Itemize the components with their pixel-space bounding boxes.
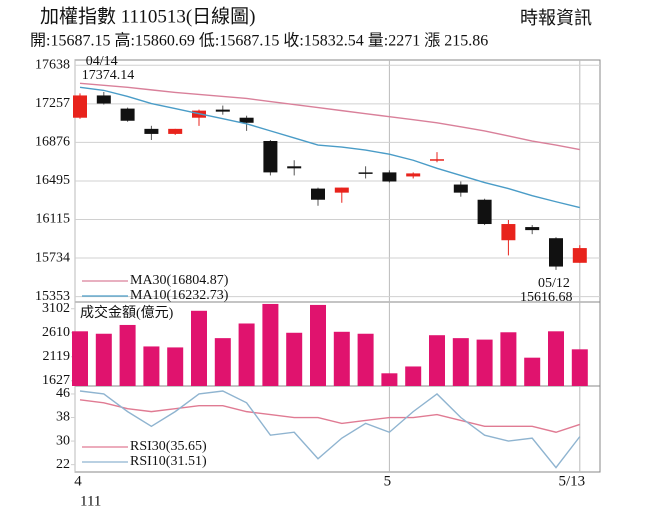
y-tick-label: 30 <box>56 433 70 448</box>
x-year-label: 111 <box>80 493 101 509</box>
bar <box>548 331 564 386</box>
y-tick-label: 2610 <box>42 325 70 340</box>
candle-body <box>96 95 111 104</box>
y-tick-label: 1627 <box>42 373 70 388</box>
legend-label: MA30(16804.87) <box>130 273 229 288</box>
candle-body <box>477 199 492 225</box>
candle-body <box>430 159 444 161</box>
candle-body <box>168 128 183 134</box>
candle-body <box>406 173 421 177</box>
y-tick-label: 3102 <box>42 301 70 316</box>
candle-body <box>120 108 135 121</box>
bar <box>143 346 160 386</box>
y-tick-label: 46 <box>56 386 70 401</box>
line <box>79 390 581 469</box>
candle-body <box>572 248 587 263</box>
y-tick-label: 16495 <box>35 173 70 188</box>
bar <box>476 339 493 386</box>
summary: 開:15687.15 高:15860.69 低:15687.15 收:15832… <box>30 32 488 50</box>
panel-title: 成交金額(億元) <box>80 304 174 321</box>
candle-body <box>239 117 254 123</box>
legend-label: MA10(16232.73) <box>130 288 229 303</box>
x-tick-label: 5 <box>384 473 392 489</box>
line <box>79 82 580 151</box>
bar <box>357 333 374 386</box>
bar <box>119 324 136 386</box>
candle-body <box>287 166 302 169</box>
y-tick-label: 15353 <box>35 289 70 304</box>
bar <box>72 331 88 386</box>
candle-body <box>73 95 87 118</box>
y-tick-label: 38 <box>56 410 70 425</box>
bar <box>214 338 231 386</box>
annotation: 05/12 <box>538 276 570 291</box>
bar <box>333 331 350 386</box>
y-tick-label: 2119 <box>43 349 70 364</box>
candle-body <box>549 238 563 267</box>
y-tick-label: 15734 <box>35 250 70 265</box>
line <box>79 86 580 209</box>
candle-body <box>525 227 540 231</box>
candle-body <box>263 141 278 173</box>
candle-body <box>144 128 159 134</box>
y-tick-label: 22 <box>56 457 70 472</box>
legend-label: RSI10(31.51) <box>130 454 207 469</box>
x-tick-label: 5/13 <box>558 473 585 489</box>
y-tick-label: 17257 <box>35 96 70 111</box>
legend-label: RSI30(35.65) <box>130 439 207 454</box>
y-tick-label: 16876 <box>35 135 70 150</box>
candle-body <box>382 172 397 182</box>
bar <box>500 332 517 386</box>
annotation: 15616.68 <box>520 290 573 305</box>
bar <box>286 332 303 386</box>
candle-body <box>358 172 373 174</box>
bar <box>571 349 588 386</box>
bar <box>452 338 469 386</box>
bar <box>238 323 255 386</box>
bar <box>405 366 422 386</box>
bar <box>262 303 279 386</box>
line <box>79 399 581 433</box>
candle-body <box>453 184 468 193</box>
candle-body <box>334 187 349 193</box>
y-tick-label: 17638 <box>35 57 70 72</box>
bar <box>310 304 326 386</box>
chart-title: 加權指數 1110513(日線圖) <box>40 5 256 27</box>
bar <box>429 335 445 386</box>
source: 時報資訊 <box>520 8 592 28</box>
y-tick-label: 16115 <box>36 212 70 227</box>
candle-body <box>215 109 230 112</box>
bar <box>191 310 207 386</box>
bar <box>95 333 112 386</box>
frame <box>74 59 601 473</box>
candle-body <box>501 224 516 241</box>
bar <box>167 347 184 386</box>
bar <box>381 373 398 386</box>
bar <box>524 357 541 386</box>
annotation: 17374.14 <box>82 68 135 83</box>
x-tick-label: 4 <box>74 473 82 489</box>
annotation: 04/14 <box>86 54 118 69</box>
candle-body <box>311 188 325 200</box>
